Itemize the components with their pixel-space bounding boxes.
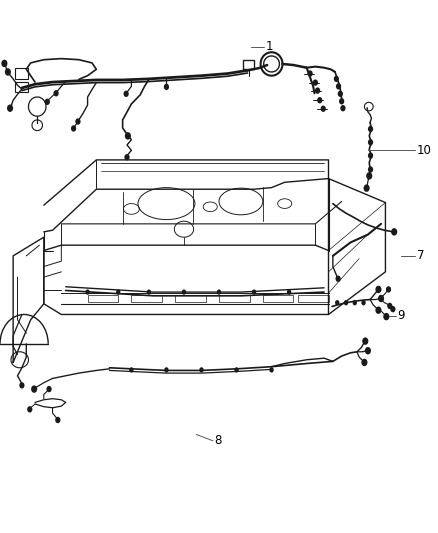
Circle shape: [182, 289, 186, 295]
Circle shape: [116, 289, 120, 295]
Circle shape: [147, 289, 151, 295]
Circle shape: [71, 125, 76, 132]
Circle shape: [317, 97, 322, 103]
Circle shape: [338, 91, 343, 97]
Circle shape: [368, 152, 373, 159]
Circle shape: [353, 300, 357, 305]
Circle shape: [5, 68, 11, 76]
Circle shape: [321, 106, 326, 112]
Circle shape: [386, 286, 391, 293]
Bar: [298, 295, 328, 302]
Bar: [175, 295, 206, 302]
Circle shape: [368, 166, 373, 173]
Circle shape: [85, 289, 90, 295]
Circle shape: [364, 184, 370, 192]
Circle shape: [124, 154, 130, 160]
Circle shape: [19, 382, 25, 389]
Circle shape: [361, 359, 367, 366]
Text: 1: 1: [266, 41, 273, 53]
Circle shape: [252, 289, 256, 295]
Circle shape: [75, 118, 81, 125]
Circle shape: [313, 79, 318, 86]
Bar: [15, 68, 28, 79]
Text: 9: 9: [398, 309, 405, 322]
Circle shape: [334, 76, 339, 82]
Circle shape: [366, 172, 372, 180]
Bar: [88, 295, 118, 302]
Circle shape: [387, 303, 392, 309]
Text: 8: 8: [215, 434, 222, 447]
Circle shape: [368, 126, 373, 132]
Bar: [219, 295, 250, 302]
Circle shape: [287, 289, 291, 295]
Circle shape: [27, 406, 32, 413]
Circle shape: [124, 91, 129, 97]
Circle shape: [7, 104, 13, 112]
Circle shape: [390, 306, 396, 312]
Circle shape: [336, 276, 341, 282]
Circle shape: [335, 300, 339, 305]
Bar: [243, 60, 254, 69]
Circle shape: [234, 367, 239, 373]
Circle shape: [45, 99, 50, 105]
Bar: [15, 82, 28, 92]
Circle shape: [53, 90, 59, 96]
Circle shape: [391, 228, 397, 236]
Circle shape: [336, 83, 341, 90]
Bar: [263, 295, 293, 302]
Circle shape: [362, 337, 368, 345]
Circle shape: [199, 367, 204, 373]
Circle shape: [31, 385, 37, 393]
Circle shape: [365, 347, 371, 354]
Circle shape: [125, 132, 131, 140]
Circle shape: [378, 295, 384, 302]
Circle shape: [164, 84, 169, 90]
Circle shape: [375, 306, 381, 314]
Circle shape: [344, 300, 348, 305]
Circle shape: [339, 98, 344, 104]
Circle shape: [55, 417, 60, 423]
Circle shape: [307, 70, 313, 77]
Circle shape: [164, 367, 169, 373]
Circle shape: [269, 367, 274, 373]
Circle shape: [46, 386, 52, 392]
Bar: [131, 295, 162, 302]
Circle shape: [217, 289, 221, 295]
Circle shape: [368, 139, 373, 146]
Circle shape: [1, 60, 7, 67]
Text: 10: 10: [417, 144, 432, 157]
Circle shape: [129, 367, 134, 373]
Circle shape: [340, 105, 346, 111]
Circle shape: [383, 313, 389, 320]
Text: 7: 7: [417, 249, 424, 262]
Circle shape: [315, 87, 320, 94]
Circle shape: [375, 286, 381, 293]
Circle shape: [361, 300, 366, 305]
